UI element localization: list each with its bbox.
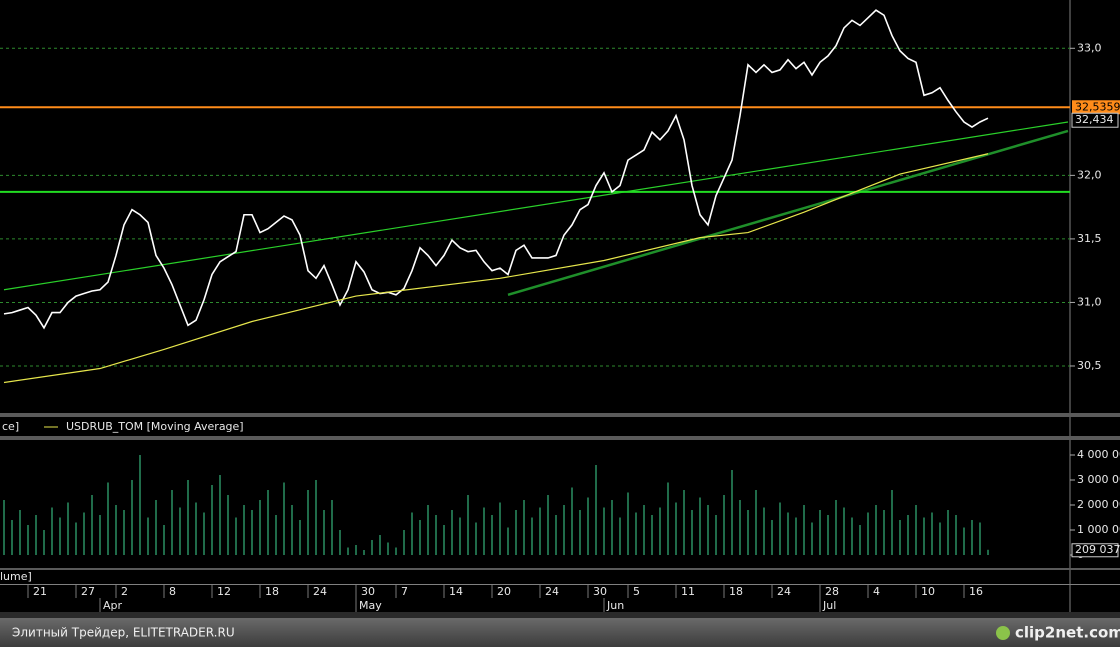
x-tick-label: 28 (825, 585, 839, 598)
moving-average-line (3, 153, 989, 384)
x-tick-label: 4 (873, 585, 880, 598)
x-tick-label: 27 (81, 585, 95, 598)
legend-entry: USDRUB_TOM [Moving Average] (66, 420, 244, 433)
x-month-label: May (359, 599, 382, 612)
x-tick-label: 10 (921, 585, 935, 598)
y-tick-label: 32,0 (1077, 168, 1102, 181)
price-line (3, 9, 989, 330)
panel-separator (0, 568, 1120, 570)
x-tick-label: 24 (545, 585, 559, 598)
logo-icon (996, 626, 1010, 640)
y-tick-label: 33,0 (1077, 41, 1102, 54)
y-tick-label: 4 000 00 (1077, 448, 1120, 461)
panel-separator (0, 436, 1120, 440)
y-tick-label: 30,5 (1077, 359, 1102, 372)
x-tick-label: 21 (33, 585, 47, 598)
x-tick-label: 24 (777, 585, 791, 598)
x-tick-label: 5 (633, 585, 640, 598)
level-label-box (1072, 100, 1120, 115)
x-tick-label: 20 (497, 585, 511, 598)
x-tick-label: 8 (169, 585, 176, 598)
last-volume-box (1071, 543, 1119, 558)
source-text: Элитный Трейдер, ELITETRADER.RU (12, 626, 235, 640)
y-tick-label: 31,5 (1077, 232, 1102, 245)
last-price-label: 32,434 (1075, 113, 1114, 126)
x-tick-label: 16 (969, 585, 983, 598)
panel-separator (0, 413, 1120, 417)
x-month-label: Jun (606, 599, 624, 612)
x-tick-label: 7 (401, 585, 408, 598)
y-tick-label: 3 000 00 (1077, 473, 1120, 486)
x-tick-label: 30 (361, 585, 375, 598)
x-tick-label: 11 (681, 585, 695, 598)
x-tick-label: 12 (217, 585, 231, 598)
x-tick-label: 30 (593, 585, 607, 598)
y-tick-label: 1 000 00 (1077, 523, 1120, 536)
x-month-label: Jul (822, 599, 836, 612)
spacer (0, 612, 1120, 618)
x-tick-label: 18 (729, 585, 743, 598)
y-tick-label: 31,0 (1077, 295, 1102, 308)
x-tick-label: 24 (313, 585, 327, 598)
legend-entry: ce] (2, 420, 19, 433)
last-volume-label: 209 037 (1075, 543, 1120, 556)
x-tick-label: 18 (265, 585, 279, 598)
level-label: 32,5359 (1075, 100, 1120, 113)
status-bar (0, 618, 1120, 647)
x-tick-label: 14 (449, 585, 463, 598)
logo-text: clip2net.com (1015, 624, 1120, 642)
y-tick-label: 2 000 00 (1077, 498, 1120, 511)
x-month-label: Apr (103, 599, 123, 612)
last-price-box (1071, 112, 1119, 128)
legend-entry: lume] (0, 570, 32, 583)
x-tick-label: 2 (121, 585, 128, 598)
trend-line (507, 129, 1069, 297)
trend-line (3, 121, 1069, 291)
axis-separator (0, 584, 1120, 585)
